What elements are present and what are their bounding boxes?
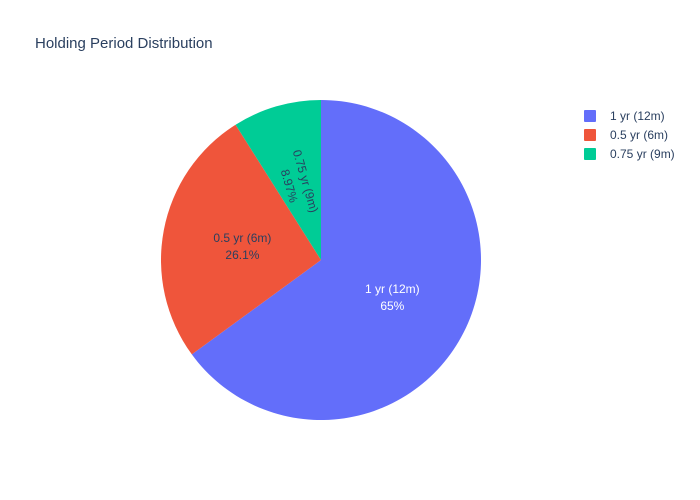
legend-item[interactable]: 0.75 yr (9m) — [584, 144, 675, 163]
slice-label: 0.5 yr (6m) 26.1% — [213, 231, 271, 262]
legend-swatch — [584, 128, 596, 141]
slice-percent-label: 26.1% — [225, 248, 259, 262]
legend-label: 0.75 yr (9m) — [610, 146, 675, 161]
slice-name-label: 1 yr (12m) — [365, 282, 420, 296]
slice-name-label: 0.5 yr (6m) — [213, 231, 271, 245]
pie-slices — [160, 100, 481, 420]
pie-slice[interactable] — [191, 100, 481, 420]
legend-item[interactable]: 1 yr (12m) — [584, 106, 675, 125]
legend-item[interactable]: 0.5 yr (6m) — [584, 125, 675, 144]
pie-slice[interactable] — [235, 100, 321, 260]
pie-slice[interactable] — [160, 124, 321, 355]
legend-swatch — [584, 147, 596, 160]
slice-percent-label: 65% — [380, 299, 404, 313]
chart-title: Holding Period Distribution — [35, 35, 213, 52]
legend: 1 yr (12m) 0.5 yr (6m) 0.75 yr (9m) — [584, 106, 675, 163]
slice-label: 1 yr (12m) 65% — [365, 282, 420, 313]
legend-label: 0.5 yr (6m) — [610, 127, 669, 142]
legend-label: 1 yr (12m) — [610, 108, 665, 123]
legend-swatch — [584, 109, 596, 122]
